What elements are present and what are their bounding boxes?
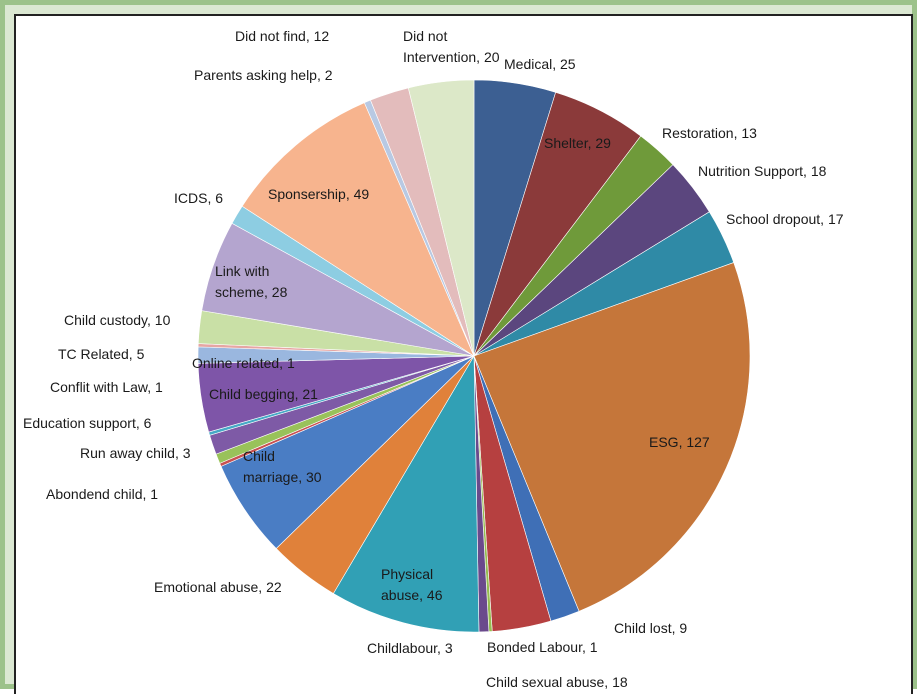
- data-label-child-lost: Child lost, 9: [614, 620, 687, 636]
- data-label-link-with-scheme: Link with scheme, 28: [215, 263, 288, 300]
- data-label-nutrition-support: Nutrition Support, 18: [698, 163, 827, 179]
- data-label-parents-asking-help: Parents asking help, 2: [194, 67, 333, 83]
- data-label-child-custody: Child custody, 10: [64, 312, 171, 328]
- data-label-physical-abuse: Physical abuse, 46: [381, 566, 443, 603]
- pie-slices: [197, 79, 751, 633]
- data-label-childlabour: Childlabour, 3: [367, 640, 453, 656]
- data-label-restoration: Restoration, 13: [662, 125, 757, 141]
- pie-labels: Medical, 25 Shelter, 29 Restoration, 13 Nut…: [23, 28, 844, 690]
- pie-slice-did-not-intervention: [407, 79, 475, 357]
- plot-area: Medical, 25 Shelter, 29 Restoration, 13 Nut…: [14, 14, 913, 694]
- data-label-did-not-intervention: Did not Intervention, 20: [403, 28, 500, 65]
- data-label-icds: ICDS, 6: [174, 190, 223, 206]
- data-label-education-support: Education support, 6: [23, 415, 152, 431]
- data-label-run-away-child: Run away child, 3: [80, 445, 191, 461]
- pie-slice-sponsership: [241, 102, 475, 357]
- data-label-child-marriage: Child marriage, 30: [243, 448, 322, 485]
- data-label-child-sexual-abuse: Child sexual abuse, 18: [486, 674, 628, 690]
- pie-chart: Medical, 25 Shelter, 29 Restoration, 13 Nut…: [23, 28, 844, 690]
- data-label-did-not-find: Did not find, 12: [235, 28, 329, 44]
- data-label-child-begging: Child begging, 21: [209, 386, 318, 402]
- data-label-emotional-abuse: Emotional abuse, 22: [154, 579, 282, 595]
- data-label-medical: Medical, 25: [504, 56, 576, 72]
- data-label-sponsership: Sponsership, 49: [268, 186, 369, 202]
- data-label-bonded-labour: Bonded Labour, 1: [487, 639, 598, 655]
- data-label-online-related: Online related, 1: [192, 355, 295, 371]
- data-label-shelter: Shelter, 29: [544, 135, 611, 151]
- pie-slice-physical-abuse: [332, 354, 480, 633]
- data-label-esg: ESG, 127: [649, 434, 710, 450]
- pie-slice-esg: [473, 262, 751, 612]
- data-label-school-dropout: School dropout, 17: [726, 211, 844, 227]
- data-label-conflit-with-law: Conflit with Law, 1: [50, 379, 163, 395]
- data-label-tc-related: TC Related, 5: [58, 346, 145, 362]
- data-label-abondend-child: Abondend child, 1: [46, 486, 158, 502]
